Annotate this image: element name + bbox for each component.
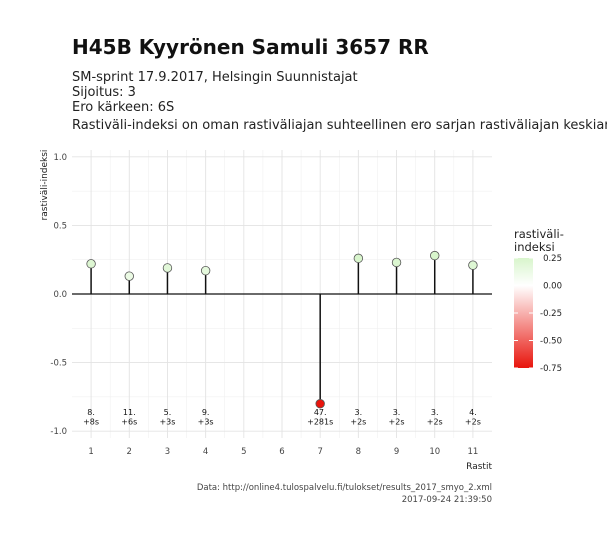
leg-diff-label: +3s [198, 418, 214, 427]
legend-tick-label: 0.25 [543, 254, 562, 264]
data-source-caption: Data: http://online4.tulospalvelu.fi/tul… [197, 483, 492, 493]
x-tick-label: 6 [279, 447, 284, 457]
leg-rank-label: 8. [87, 408, 95, 417]
subtitle-line-4: Rastiväli-indeksi on oman rastiväliajan … [72, 118, 607, 133]
x-tick-label: 2 [127, 447, 132, 457]
legend-tick-label: -0.75 [540, 364, 562, 374]
plot-marks: 8.+8s11.+6s5.+3s9.+3s47.+281s3.+2s3.+2s3… [72, 250, 492, 427]
x-tick-label: 8 [356, 447, 361, 457]
leg-diff-label: +2s [427, 418, 443, 427]
x-tick-label: 5 [241, 447, 246, 457]
leg-diff-label: +2s [389, 418, 405, 427]
y-tick-label: 1.0 [53, 153, 67, 163]
y-tick-label: 0.5 [53, 221, 67, 231]
legend-tick-label: -0.25 [540, 309, 562, 319]
leg-diff-label: +6s [121, 418, 137, 427]
lollipop-point [86, 259, 96, 269]
legend-title-line-1: rastiväli- [514, 227, 564, 241]
lollipop-point [124, 271, 134, 281]
leg-rank-label: 3. [431, 408, 439, 417]
legend-tick-label: -0.50 [540, 337, 562, 347]
leg-diff-label: +3s [159, 418, 175, 427]
x-axis-title: Rastit [466, 462, 492, 472]
leg-diff-label: +8s [83, 418, 99, 427]
y-tick-label: 0.0 [53, 290, 67, 300]
x-tick-label: 10 [429, 447, 440, 457]
lollipop-point [200, 265, 211, 276]
leg-diff-label: +2s [350, 418, 366, 427]
subtitle-line-2: Sijoitus: 3 [72, 85, 136, 100]
plot-axes: -1.0 -0.5 0.0 0.5 1.0 1 2 3 4 5 6 7 8 9 10 11 [50, 153, 478, 457]
leg-rank-label: 3. [393, 408, 401, 417]
leg-rank-label: 11. [123, 408, 136, 417]
lollipop-point [315, 399, 325, 409]
y-axis-title: rastiväli-indeksi [40, 150, 50, 221]
lollipop-point [162, 263, 173, 273]
x-tick-label: 4 [203, 447, 208, 457]
leg-rank-label: 9. [202, 408, 210, 417]
legend-title-line-2: indeksi [514, 240, 555, 254]
y-tick-label: -0.5 [50, 359, 67, 369]
timestamp-caption: 2017-09-24 21:39:50 [402, 495, 492, 505]
chart-title: H45B Kyyrönen Samuli 3657 RR [72, 35, 429, 59]
legend-colorbar [514, 258, 533, 368]
leg-diff-label: +2s [465, 418, 481, 427]
leg-rank-label: 3. [355, 408, 363, 417]
leg-rank-label: 4. [469, 408, 477, 417]
subtitle-line-3: Ero kärkeen: 6S [72, 100, 174, 115]
color-legend: rastiväli- indeksi 0.25 0.00 -0.25 -0.50 -0.… [514, 227, 564, 374]
leg-rank-label: 5. [164, 408, 172, 417]
x-tick-label: 3 [165, 447, 170, 457]
lollipop-point [430, 250, 440, 261]
x-tick-label: 11 [467, 447, 478, 457]
x-tick-label: 7 [317, 447, 322, 457]
leg-diff-label: +281s [307, 418, 333, 427]
x-tick-label: 1 [88, 447, 93, 457]
lollipop-point [391, 257, 402, 268]
y-tick-label: -1.0 [50, 427, 67, 437]
leg-rank-label: 47. [314, 408, 327, 417]
lollipop-point [353, 253, 364, 264]
lollipop-point [468, 260, 478, 270]
x-tick-label: 9 [394, 447, 399, 457]
subtitle-line-1: SM-sprint 17.9.2017, Helsingin Suunnista… [72, 70, 358, 85]
legend-tick-label: 0.00 [543, 282, 562, 292]
